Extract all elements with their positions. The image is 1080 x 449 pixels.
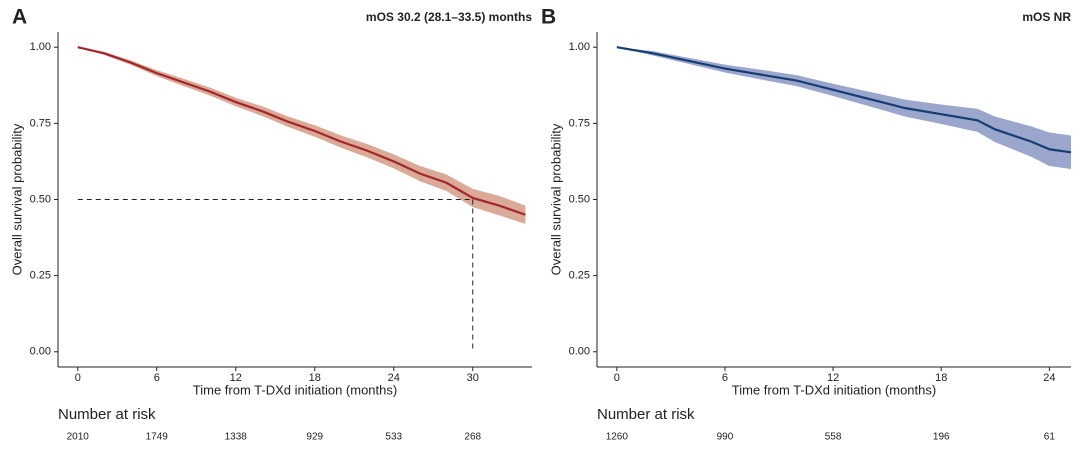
risk-count: 929 bbox=[306, 432, 323, 443]
y-tick-label: 0.75 bbox=[569, 117, 590, 129]
y-tick-label: 0.25 bbox=[569, 270, 590, 282]
x-tick-label: 18 bbox=[935, 372, 947, 384]
chart-title: mOS 30.2 (28.1–33.5) months bbox=[366, 10, 532, 24]
x-tick-label: 6 bbox=[722, 372, 728, 384]
y-tick-label: 1.00 bbox=[30, 41, 51, 53]
risk-count: 2010 bbox=[67, 432, 90, 443]
x-tick-label: 12 bbox=[230, 372, 242, 384]
y-axis-label: Overall survival probability bbox=[548, 123, 563, 275]
risk-count: 268 bbox=[464, 432, 481, 443]
risk-count: 1338 bbox=[225, 432, 248, 443]
x-axis-label: Time from T-DXd initiation (months) bbox=[193, 382, 397, 397]
x-tick-label: 0 bbox=[75, 372, 81, 384]
y-tick-label: 0.25 bbox=[30, 270, 51, 282]
y-tick-label: 0.75 bbox=[30, 117, 51, 129]
x-tick-label: 0 bbox=[614, 372, 620, 384]
y-tick-label: 0.50 bbox=[569, 193, 590, 205]
panel-label: B bbox=[541, 6, 556, 29]
risk-count: 1749 bbox=[146, 432, 169, 443]
confidence-band bbox=[77, 47, 526, 224]
risk-count: 196 bbox=[933, 432, 950, 443]
y-tick-label: 1.00 bbox=[569, 41, 590, 53]
x-tick-label: 24 bbox=[388, 372, 400, 384]
y-tick-label: 0.00 bbox=[30, 346, 51, 358]
y-axis-label: Overall survival probability bbox=[9, 123, 24, 275]
chart-title: mOS NR bbox=[1022, 10, 1071, 24]
survival-curve bbox=[77, 46, 526, 216]
risk-count: 990 bbox=[717, 432, 734, 443]
risk-table-title: Number at risk bbox=[58, 406, 156, 423]
panel-label: A bbox=[12, 6, 27, 29]
risk-table-title: Number at risk bbox=[597, 406, 695, 423]
x-tick-label: 24 bbox=[1043, 372, 1055, 384]
risk-count: 1260 bbox=[606, 432, 629, 443]
x-tick-label: 18 bbox=[309, 372, 321, 384]
y-tick-label: 0.00 bbox=[569, 346, 590, 358]
risk-count: 61 bbox=[1044, 432, 1056, 443]
y-tick-label: 0.50 bbox=[30, 193, 51, 205]
x-tick-label: 6 bbox=[154, 372, 160, 384]
risk-count: 533 bbox=[385, 432, 402, 443]
x-tick-label: 12 bbox=[827, 372, 839, 384]
confidence-band bbox=[616, 47, 1071, 170]
x-axis-label: Time from T-DXd initiation (months) bbox=[732, 382, 936, 397]
x-tick-label: 30 bbox=[467, 372, 479, 384]
risk-count: 558 bbox=[825, 432, 842, 443]
survival-curve bbox=[616, 46, 1072, 154]
